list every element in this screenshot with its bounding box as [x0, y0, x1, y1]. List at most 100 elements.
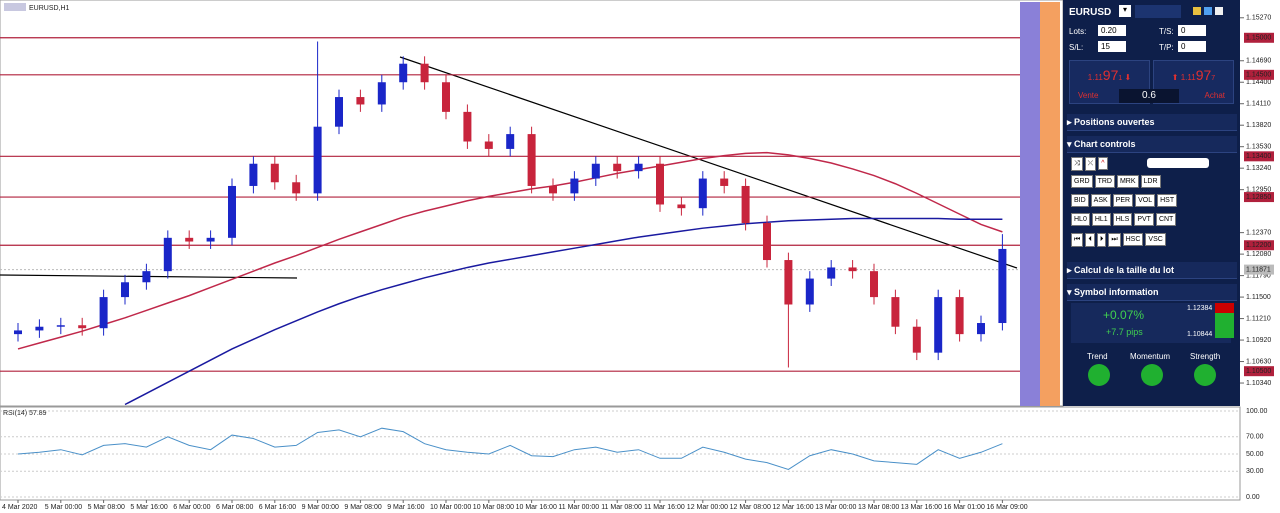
nav-button[interactable]: ⏴ [1085, 233, 1095, 247]
y-tick-label: 1.11790 [1246, 272, 1271, 279]
candle-body [827, 267, 836, 279]
button[interactable]: PER [1112, 194, 1134, 207]
candle-body [549, 185, 557, 194]
y-tick-label: 1.12370 [1246, 229, 1271, 236]
section[interactable]: ▾ Symbol information [1067, 284, 1237, 301]
y-tick-label: 1.10630 [1246, 358, 1271, 365]
nav-button[interactable]: ⏮ [1071, 233, 1084, 247]
candle-body [14, 330, 22, 335]
y-tick-label: 1.13240 [1246, 165, 1271, 172]
candle-body [35, 326, 44, 331]
level-tag [1244, 69, 1274, 80]
icon[interactable] [1204, 7, 1212, 15]
candle-body [506, 134, 515, 149]
icon[interactable] [1193, 7, 1201, 15]
trade-panel: EURUSD ▾ Lots: 0.20 T/S: 0 S/L: 15 T/P: … [1063, 0, 1240, 406]
input[interactable]: 0 [1178, 25, 1206, 36]
button[interactable]: GRD [1071, 175, 1093, 188]
button[interactable]: HSC [1122, 233, 1144, 246]
button[interactable]: VSC [1145, 233, 1166, 246]
button[interactable]: TRD [1094, 175, 1115, 188]
section[interactable]: ▸ Positions ouvertes [1067, 114, 1237, 131]
level-tag [1244, 240, 1274, 251]
y-tick-label: 1.13820 [1246, 122, 1271, 129]
candle-body [934, 297, 943, 353]
rsi-tick-label: 100.00 [1246, 408, 1268, 415]
button[interactable]: PVT [1134, 213, 1154, 226]
range-bar [1215, 303, 1234, 313]
momentum-arrow [1141, 364, 1163, 386]
button[interactable]: ⤬ [1084, 157, 1097, 171]
button[interactable]: CNT [1155, 213, 1177, 226]
y-tick-label: 1.11500 [1246, 294, 1271, 301]
y-tick-label: 1.14400 [1246, 79, 1271, 86]
candle-body [891, 297, 900, 327]
indicator-label: Trend [1087, 352, 1108, 361]
nav-button[interactable]: ⏭ [1108, 233, 1121, 247]
candle-body [848, 267, 857, 272]
x-tick-label: 11 Mar 00:00 [558, 504, 599, 511]
button[interactable]: HL0 [1071, 213, 1090, 226]
candle-body [313, 126, 322, 194]
level-label: 1.13400 [1246, 153, 1271, 160]
candle-body [784, 260, 793, 305]
candle-body [698, 178, 707, 209]
info-box [1071, 303, 1231, 343]
x-tick-label: 16 Mar 09:00 [986, 504, 1027, 511]
slider[interactable] [1147, 158, 1209, 168]
button[interactable]: HLS [1112, 213, 1133, 226]
candle-body [185, 237, 194, 242]
x-tick-label: 11 Mar 08:00 [601, 504, 642, 511]
y-tick-label: 1.14110 [1246, 101, 1271, 108]
range-high: 1.12384 [1187, 305, 1213, 312]
button[interactable]: LDR [1140, 175, 1161, 188]
candle-body [163, 237, 172, 272]
button[interactable]: ASK [1090, 194, 1111, 207]
button[interactable]: HL1 [1091, 213, 1111, 226]
x-tick-label: 5 Mar 00:00 [45, 504, 82, 511]
buy-button[interactable]: ⬆ 1.11977 Achat [1153, 60, 1234, 104]
candle-body [591, 163, 600, 179]
candle-body [292, 182, 301, 194]
x-tick-label: 16 Mar 01:00 [944, 504, 985, 511]
symbol[interactable]: EURUSD [1069, 7, 1112, 18]
candle-body [741, 185, 750, 224]
x-tick-label: 9 Mar 00:00 [302, 504, 339, 511]
icon[interactable] [1215, 7, 1223, 15]
rsi-tick-label: 50.00 [1246, 451, 1264, 458]
level-tag [1244, 192, 1274, 203]
candle-body [78, 325, 87, 329]
range-bar [1215, 313, 1234, 338]
candle-body [463, 111, 472, 142]
nav-button[interactable]: ⏵ [1096, 233, 1107, 247]
button[interactable]: ^ [1098, 157, 1108, 170]
input[interactable]: 0.20 [1098, 25, 1126, 36]
x-tick-label: 9 Mar 08:00 [344, 504, 381, 511]
button[interactable]: ⤨ [1071, 157, 1083, 171]
indicator-label: Strength [1190, 352, 1221, 361]
candle-body [613, 163, 622, 172]
candle-body [56, 325, 65, 327]
section[interactable]: ▸ Calcul de la taille du lot [1067, 262, 1237, 279]
button[interactable]: HST [1157, 194, 1178, 207]
x-tick-label: 9 Mar 16:00 [387, 504, 424, 511]
rsi-tick-label: 30.00 [1246, 468, 1264, 475]
level-label: 1.12850 [1246, 194, 1271, 201]
candle-body [484, 141, 493, 149]
band-orange [1040, 2, 1060, 406]
button-row: HL0 HL1 HLS PVT CNT [1071, 213, 1178, 226]
button[interactable]: VOL [1135, 194, 1156, 207]
dropdown[interactable]: ▾ [1119, 5, 1131, 17]
section[interactable]: ▾ Chart controls [1067, 136, 1237, 153]
controls-row: ⤨ ⤬ ^ [1071, 157, 1110, 171]
button[interactable]: BID [1071, 194, 1089, 207]
x-tick-label: 10 Mar 00:00 [430, 504, 471, 511]
price-small: 1.11 [1180, 73, 1196, 82]
rsi-tick-label: 0.00 [1246, 494, 1260, 501]
y-tick-label: 1.15270 [1246, 15, 1271, 22]
candle-body [955, 297, 964, 335]
level-label: 1.14500 [1246, 72, 1271, 79]
input[interactable]: 15 [1098, 41, 1126, 52]
input[interactable]: 0 [1178, 41, 1206, 52]
button[interactable]: MRK [1116, 175, 1139, 188]
